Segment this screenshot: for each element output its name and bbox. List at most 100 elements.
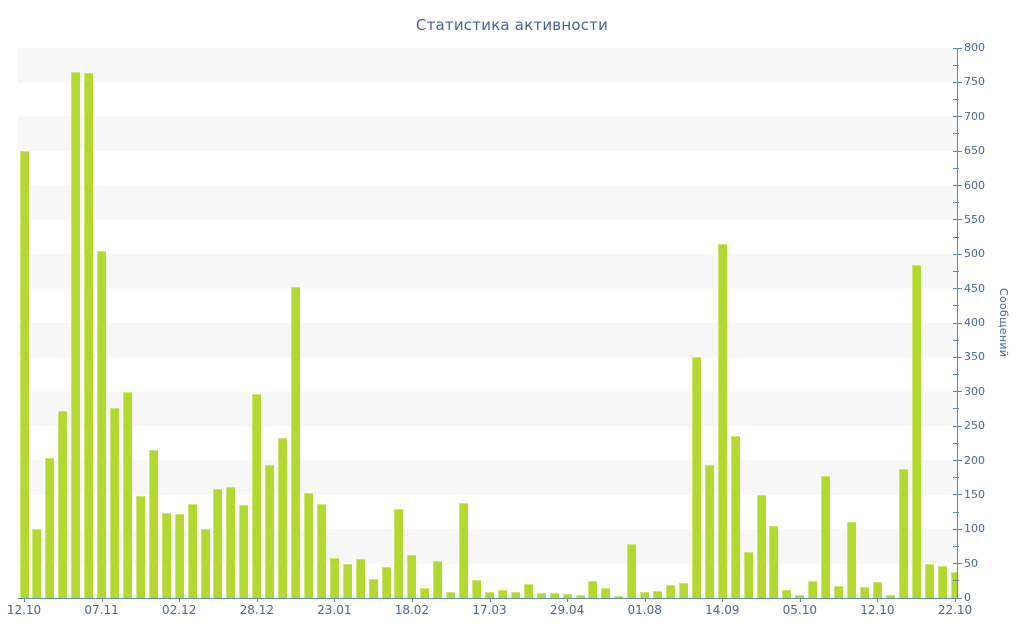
y-major-tick: [953, 460, 962, 461]
bar-40[interactable]: [523, 584, 533, 598]
bar-52[interactable]: [678, 583, 688, 598]
y-minor-tick: [953, 477, 959, 479]
bar-53[interactable]: [691, 357, 701, 598]
y-major-tick: [953, 150, 962, 152]
bar-47[interactable]: [614, 596, 624, 598]
bar-6[interactable]: [84, 73, 94, 598]
bar-22[interactable]: [291, 287, 301, 598]
bar-31[interactable]: [407, 555, 417, 598]
bar-9[interactable]: [122, 392, 132, 598]
bar-3[interactable]: [45, 458, 55, 598]
y-tick-label: 150: [964, 487, 985, 501]
bar-29[interactable]: [381, 567, 391, 598]
bar-32[interactable]: [420, 588, 430, 598]
y-axis-title: Сообщений: [997, 288, 1010, 358]
bar-18[interactable]: [239, 505, 249, 598]
bar-10[interactable]: [135, 496, 145, 598]
bar-8[interactable]: [110, 408, 119, 598]
y-minor-tick: [953, 580, 959, 582]
bar-11[interactable]: [148, 450, 158, 598]
y-minor-tick: [953, 339, 959, 341]
y-major-tick: [953, 81, 962, 83]
bar-73[interactable]: [950, 572, 957, 598]
y-minor-tick: [953, 408, 959, 410]
bar-62[interactable]: [808, 581, 818, 598]
bar-1[interactable]: [19, 151, 29, 598]
x-tick-label: 23.01: [317, 603, 352, 617]
bar-55[interactable]: [717, 244, 727, 598]
bar-5[interactable]: [71, 72, 81, 598]
bar-56[interactable]: [730, 436, 740, 598]
y-tick-label: 300: [964, 384, 985, 398]
bar-45[interactable]: [588, 581, 598, 598]
bar-48[interactable]: [627, 544, 637, 598]
bar-14[interactable]: [187, 504, 197, 598]
bar-37[interactable]: [485, 592, 494, 598]
bar-24[interactable]: [316, 504, 326, 598]
bar-54[interactable]: [704, 465, 714, 598]
bar-69[interactable]: [898, 469, 908, 598]
bar-49[interactable]: [640, 592, 650, 598]
bar-13[interactable]: [174, 514, 184, 598]
bar-34[interactable]: [446, 592, 456, 598]
bar-42[interactable]: [549, 593, 559, 598]
bar-72[interactable]: [937, 566, 947, 598]
bar-35[interactable]: [459, 503, 469, 598]
y-tick-label: 0: [964, 591, 971, 604]
bar-65[interactable]: [847, 522, 857, 598]
bar-28[interactable]: [368, 579, 378, 598]
bar-71[interactable]: [924, 564, 934, 598]
bar-67[interactable]: [872, 582, 882, 598]
bar-20[interactable]: [265, 465, 275, 598]
y-major-tick: [953, 185, 962, 186]
bar-68[interactable]: [885, 595, 895, 598]
bar-64[interactable]: [834, 586, 844, 598]
bar-70[interactable]: [911, 265, 921, 598]
y-major-tick: [953, 391, 962, 393]
bar-30[interactable]: [394, 509, 404, 598]
bar-2[interactable]: [32, 529, 42, 598]
bar-63[interactable]: [821, 476, 831, 598]
bar-60[interactable]: [782, 590, 792, 598]
x-tick: [489, 598, 491, 602]
bar-44[interactable]: [575, 595, 585, 598]
y-tick-label: 650: [964, 144, 985, 158]
bar-27[interactable]: [355, 559, 365, 598]
bar-12[interactable]: [161, 513, 171, 598]
y-tick-label: 100: [964, 522, 985, 536]
bar-66[interactable]: [859, 587, 869, 598]
bar-21[interactable]: [278, 438, 288, 598]
x-tick: [955, 598, 956, 602]
x-tick-label: 14.09: [705, 603, 740, 617]
bar-46[interactable]: [601, 588, 611, 598]
bar-16[interactable]: [213, 489, 223, 598]
bar-4[interactable]: [58, 411, 68, 598]
x-tick-label: 17.03: [472, 603, 507, 617]
bar-57[interactable]: [743, 552, 753, 598]
bar-59[interactable]: [769, 526, 779, 598]
bar-15[interactable]: [200, 529, 210, 598]
y-tick-label: 750: [964, 75, 985, 89]
bar-61[interactable]: [795, 595, 805, 598]
y-minor-tick: [953, 236, 959, 238]
bar-51[interactable]: [666, 585, 676, 598]
x-tick-label: 01.08: [627, 603, 662, 617]
bar-58[interactable]: [756, 495, 766, 598]
bar-50[interactable]: [653, 591, 663, 598]
bar-33[interactable]: [433, 561, 443, 598]
bar-41[interactable]: [536, 593, 546, 598]
bar-26[interactable]: [342, 564, 352, 598]
bar-25[interactable]: [329, 558, 339, 598]
bar-7[interactable]: [97, 251, 107, 598]
bar-23[interactable]: [303, 493, 313, 598]
bar-38[interactable]: [497, 590, 507, 598]
bar-39[interactable]: [510, 592, 520, 598]
y-major-tick: [953, 253, 962, 255]
bar-17[interactable]: [226, 487, 236, 598]
bar-36[interactable]: [472, 580, 482, 598]
bar-43[interactable]: [562, 594, 572, 598]
y-major-tick: [953, 528, 962, 530]
bar-19[interactable]: [252, 394, 262, 598]
y-major-tick: [953, 563, 962, 565]
y-major-tick: [953, 425, 962, 427]
